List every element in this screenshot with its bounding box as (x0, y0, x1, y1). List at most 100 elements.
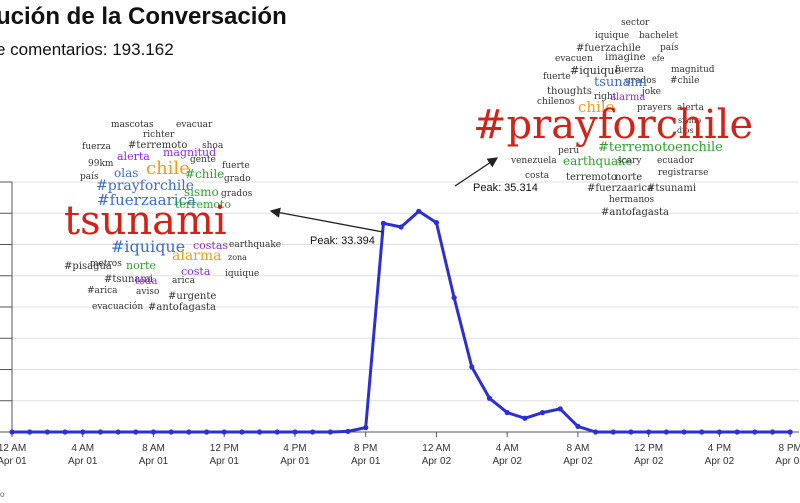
cloud-word: #arica (87, 286, 118, 296)
cloud-word: hermanos (609, 195, 655, 205)
x-tick-date-label: Apr 02 (775, 456, 800, 467)
footer-mark: o (0, 490, 5, 499)
peak-2-arrow (454, 157, 499, 187)
cloud-word: joke (642, 87, 661, 97)
cloud-word: aviso (136, 287, 160, 297)
cloud-word: fuerte (222, 161, 250, 171)
data-point (628, 429, 634, 435)
x-tick-label: 4 PM (708, 443, 731, 454)
x-tick-date-label: Apr 02 (422, 456, 452, 467)
x-tick-date-label: Apr 01 (0, 456, 27, 467)
cloud-word: alarma (172, 248, 222, 264)
x-tick-date-label: Apr 01 (68, 456, 98, 467)
cloud-word: #chile (185, 167, 225, 181)
cloud-word: prayers (637, 103, 672, 113)
cloud-word: imagine (605, 52, 646, 63)
x-tick-date-label: Apr 01 (351, 456, 381, 467)
data-point (97, 429, 104, 435)
data-point (310, 429, 316, 435)
x-tick-label: 8 AM (567, 443, 590, 454)
cloud-word: #pisagua (64, 261, 112, 272)
data-point (752, 429, 758, 435)
data-point (539, 410, 546, 416)
cloud-word: terremoto (566, 172, 617, 183)
chart-subtitle: e comentarios: 193.162 (0, 40, 174, 59)
cloud-word: #prayforchile (96, 178, 195, 194)
cloud-word: chile (578, 98, 615, 116)
x-tick-date-label: Apr 01 (280, 456, 310, 467)
cloud-word: magnitud (671, 65, 715, 75)
data-point (681, 429, 687, 435)
cloud-word: país (80, 172, 99, 182)
cloud-word: perú (558, 146, 580, 156)
x-tick-label: 12 AM (422, 443, 450, 454)
cloud-word: bachelet (639, 31, 679, 41)
cloud-word: venezuela (511, 156, 557, 166)
x-tick-label: 12 PM (210, 443, 239, 454)
data-point (292, 429, 298, 435)
cloud-word: iquique (225, 269, 260, 279)
cloud-word: costa (525, 171, 550, 181)
data-point (504, 410, 510, 416)
x-tick-label: 4 AM (496, 443, 519, 454)
peak-1-arrow (269, 207, 384, 233)
cloud-word: earthquake (563, 154, 633, 168)
cloud-word: chilenos (537, 97, 575, 107)
cloud-word: magnitud (163, 146, 217, 159)
data-point (115, 429, 121, 435)
cloud-word: arica (172, 276, 195, 286)
cloud-word: grados (625, 76, 657, 86)
x-tick-label: 12 AM (0, 443, 26, 454)
cloud-word: iquique (595, 31, 630, 41)
cloud-word: thoughts (547, 86, 592, 97)
cloud-word: #fuerzaarica (97, 191, 196, 209)
data-point (433, 220, 440, 226)
data-point (769, 429, 776, 435)
data-point (663, 429, 669, 435)
cloud-word: evacuación (92, 302, 144, 312)
cloud-word: #fuerzaarica (587, 183, 653, 194)
data-point (203, 429, 210, 435)
cloud-word: #tsunami (104, 274, 154, 285)
cloud-word: chile (146, 158, 190, 179)
cloud-word: richter (143, 130, 175, 140)
cloud-word: zona (228, 253, 247, 262)
cloud-word: #antofagasta (148, 302, 216, 313)
data-point (522, 415, 528, 421)
data-point (150, 429, 157, 435)
x-tick-label: 12 PM (634, 443, 663, 454)
data-point (363, 425, 369, 431)
cloud-word: terremoto (175, 198, 232, 211)
cloud-word: registrarse (658, 168, 709, 178)
data-point (557, 406, 563, 412)
cloud-word: tsunami (64, 198, 227, 244)
x-tick-label: 4 AM (71, 443, 94, 454)
data-point (274, 429, 280, 435)
data-point (593, 429, 599, 435)
data-point (451, 295, 457, 301)
data-point (256, 429, 263, 435)
data-point (416, 208, 422, 214)
cloud-word: fuerza (615, 65, 644, 75)
cloud-word: alerta (677, 103, 704, 113)
cloud-word: costas (193, 239, 229, 252)
x-tick-label: 8 PM (354, 443, 377, 454)
cloud-word: #fuerzachile (576, 43, 641, 54)
peak-1-label: Peak: 33.394 (310, 235, 375, 247)
cloud-word: tsunami (594, 75, 647, 90)
cloud-word: fuerte (543, 72, 571, 82)
data-point (734, 429, 740, 435)
cloud-word: scary (617, 156, 642, 166)
cloud-word: #terremotoenchile (598, 140, 723, 155)
cloud-word: shoa (202, 141, 224, 151)
cloud-word: #iquique (111, 237, 186, 256)
x-tick-date-label: Apr 01 (139, 456, 169, 467)
data-point (398, 224, 404, 230)
x-tick-label: 8 AM (142, 443, 165, 454)
data-point (486, 395, 493, 401)
cloud-word: metros (90, 259, 122, 269)
cloud-word: earthquake (229, 240, 282, 250)
x-tick-date-label: Apr 01 (209, 456, 239, 467)
cloud-word: toda (135, 276, 158, 287)
